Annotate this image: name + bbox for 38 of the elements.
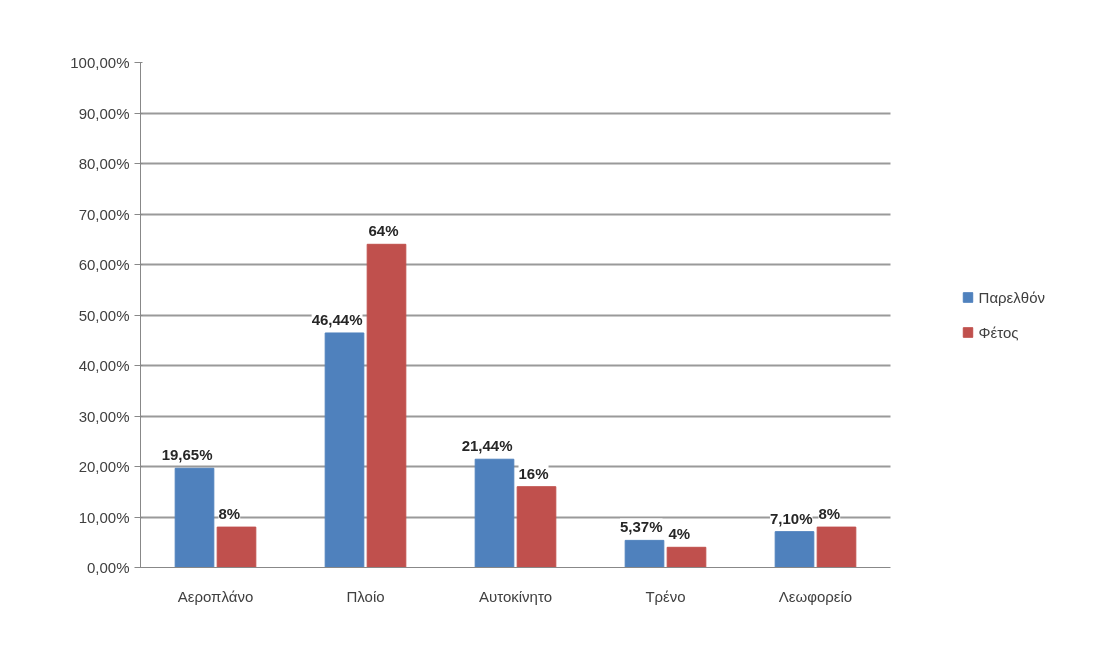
- x-tick-label: Αυτοκίνητο: [479, 587, 552, 605]
- y-tick-label: 80,00%: [78, 155, 130, 172]
- data-label: 21,44%: [461, 437, 513, 455]
- data-label: 7,10%: [769, 509, 813, 527]
- y-tick-label: 50,00%: [78, 306, 130, 324]
- data-label: 16%: [518, 464, 549, 482]
- data-label: 8%: [818, 505, 841, 523]
- bar: [474, 458, 515, 568]
- x-tick-label: Αεροπλάνο: [177, 587, 254, 605]
- bar: [174, 467, 215, 568]
- y-tick-label: 0,00%: [86, 559, 130, 576]
- y-tick-label: 10,00%: [78, 508, 130, 526]
- y-tick-label: 30,00%: [78, 407, 130, 425]
- bar: [816, 526, 857, 568]
- x-tick-label: Τρένο: [645, 587, 686, 605]
- bar: [774, 531, 815, 568]
- bar: [624, 539, 665, 568]
- y-tick-label: 70,00%: [78, 205, 130, 223]
- bar: [216, 526, 257, 568]
- data-label: 46,44%: [311, 310, 363, 328]
- y-tick-label: 20,00%: [78, 458, 130, 475]
- x-tick-label: Πλοίο: [346, 587, 385, 605]
- y-tick-label: 40,00%: [78, 357, 130, 374]
- data-label: 5,37%: [619, 518, 663, 536]
- data-label: 19,65%: [161, 446, 213, 464]
- data-label: 8%: [218, 505, 241, 523]
- y-tick-label: 100,00%: [70, 54, 130, 71]
- legend-label: Παρελθόν: [978, 288, 1045, 306]
- bar: [666, 546, 707, 568]
- data-label: 4%: [668, 525, 691, 543]
- legend-label: Φέτος: [978, 323, 1019, 341]
- y-tick-label: 60,00%: [78, 256, 130, 273]
- y-tick-label: 90,00%: [78, 104, 130, 122]
- bar: [366, 243, 407, 568]
- bar: [324, 332, 365, 568]
- bar: [516, 486, 557, 568]
- data-label: 64%: [368, 222, 399, 240]
- x-tick-label: Λεωφορείο: [778, 587, 853, 605]
